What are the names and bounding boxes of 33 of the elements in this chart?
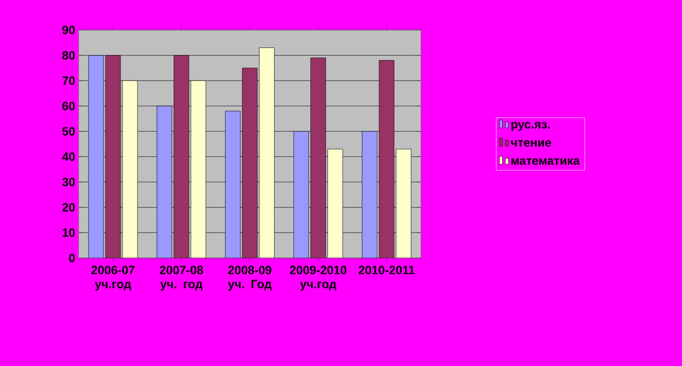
y-tick-label: 20 [62,203,75,212]
bar [396,148,412,258]
bar [225,110,241,258]
x-tick-label: 2008-09 уч. Год [228,266,272,291]
legend-label: рус.яз. [511,122,550,131]
y-tick-label: 90 [62,26,75,34]
x-tick-label: 2010-2011 [358,266,415,274]
y-tick-label: 30 [62,178,75,186]
y-tick-label: 0 [69,254,75,262]
bar [190,80,206,258]
bar [88,55,104,258]
bar [105,55,121,258]
bar [122,80,138,258]
x-tick-label: 2007-08 уч. год [160,266,204,291]
x-tick-label: 2006-07 уч.год [91,266,134,291]
bar [362,131,378,258]
legend-label: чтение [511,140,552,147]
bar [328,148,343,258]
bar [310,58,326,258]
y-tick-label: 40 [62,152,75,161]
y-tick-label: 10 [62,228,75,237]
bar [294,131,309,258]
y-tick-label: 70 [62,76,75,85]
x-tick-label: 2009-2010 уч.год [290,266,346,291]
bar [156,106,172,258]
y-tick-label: 60 [62,102,75,110]
bar [378,60,394,258]
legend-label: математика [511,158,580,165]
y-tick-label: 80 [62,51,75,60]
bar [174,55,190,258]
bar [259,48,275,258]
bar [242,68,258,258]
y-tick-label: 50 [62,127,75,136]
